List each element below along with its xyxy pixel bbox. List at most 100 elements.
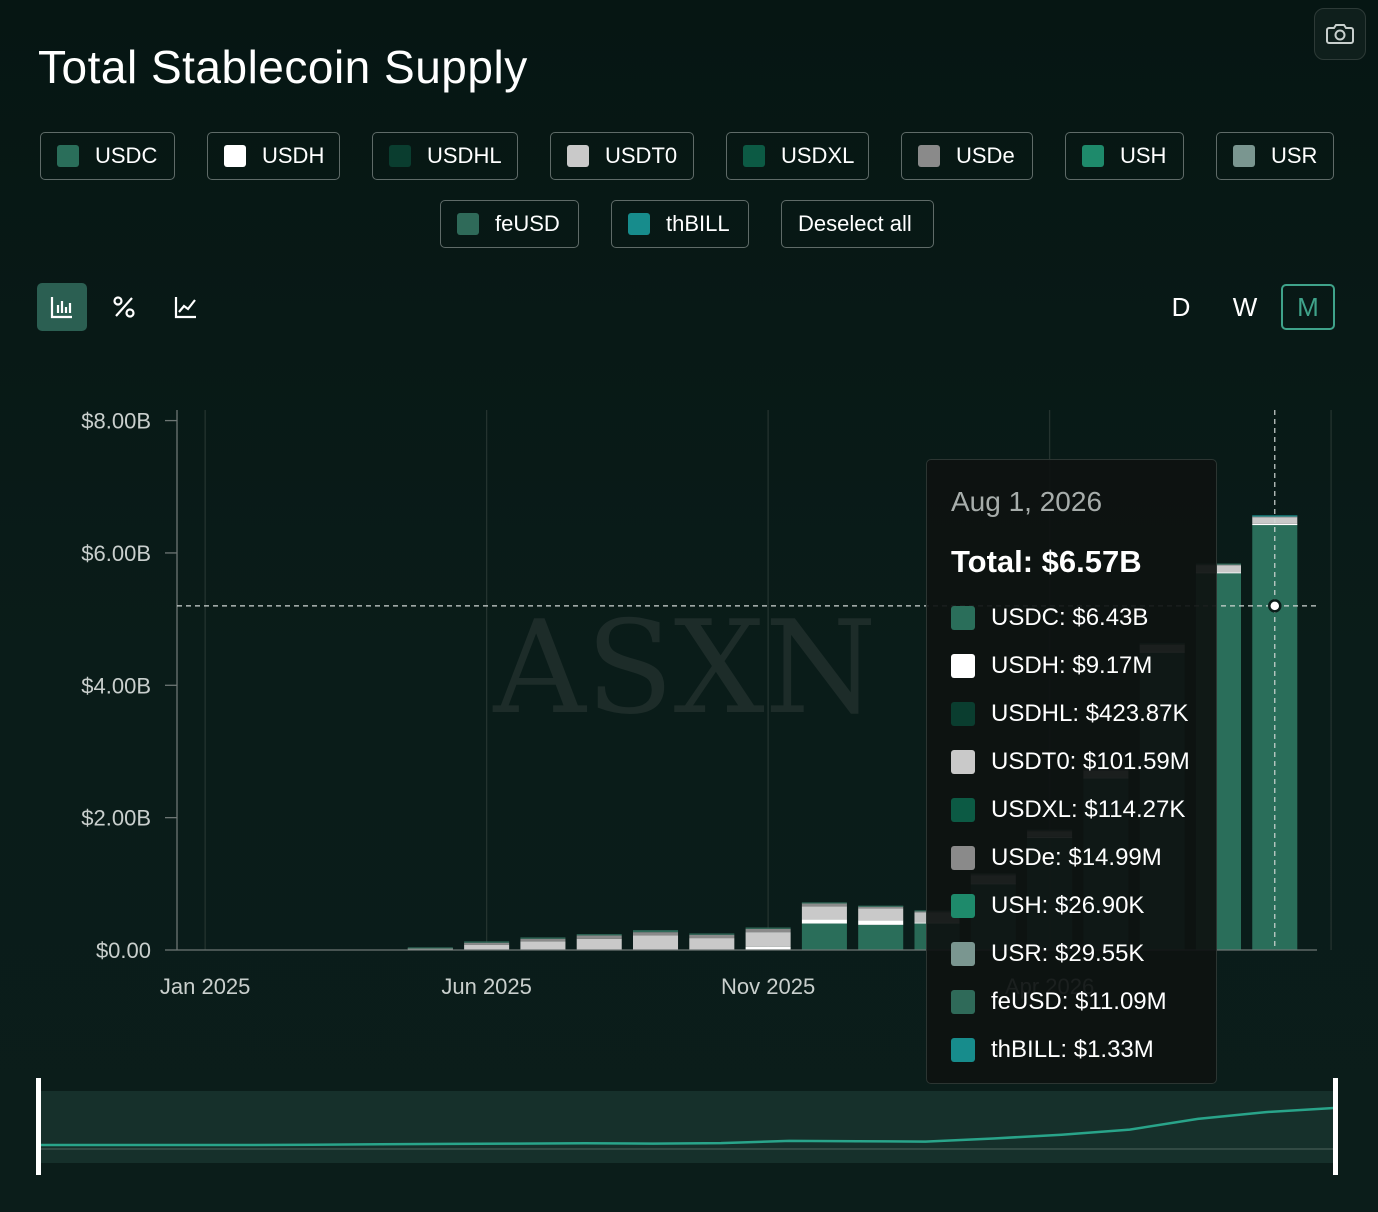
- bar-segment-feusd: [407, 947, 453, 949]
- tooltip-date: Aug 1, 2026: [951, 486, 1103, 517]
- tooltip-swatch: [951, 606, 975, 630]
- legend-label: USDH: [262, 143, 325, 168]
- bar-segment-usdc: [801, 923, 847, 950]
- bar-segment-usdh: [858, 920, 904, 925]
- tooltip-row: feUSD: $11.09M: [951, 988, 1167, 1016]
- legend-label: USR: [1271, 143, 1318, 168]
- bar-segment-feusd: [689, 933, 735, 935]
- line-chart-icon: [174, 297, 196, 319]
- y-tick-label: $0.00: [96, 938, 151, 963]
- tooltip-row-text: USDe: $14.99M: [991, 844, 1162, 871]
- deselect-all-button[interactable]: Deselect all: [781, 200, 934, 248]
- tooltip-swatch: [951, 990, 975, 1014]
- tooltip-row: USDe: $14.99M: [951, 844, 1162, 872]
- legend-swatch: [224, 145, 246, 167]
- bar-segment-usde: [520, 938, 566, 942]
- tooltip-row: USH: $26.90K: [951, 892, 1144, 920]
- tooltip-row: thBILL: $1.33M: [951, 1036, 1154, 1064]
- tooltip-swatch: [951, 1038, 975, 1062]
- legend-item-usdxl[interactable]: USDXL: [726, 132, 869, 180]
- bar-segment-feusd: [858, 905, 904, 907]
- period-week-button[interactable]: W: [1232, 291, 1258, 322]
- bar-segment-usde: [801, 903, 847, 907]
- legend-item-usdhl[interactable]: USDHL: [372, 132, 518, 180]
- legend-label: feUSD: [495, 211, 560, 236]
- legend-item-usdt0[interactable]: USDT0: [550, 132, 694, 180]
- legend-label: USDC: [95, 143, 158, 168]
- tooltip-row-text: USH: $26.90K: [991, 892, 1145, 919]
- legend-item-usr[interactable]: USR: [1216, 132, 1334, 180]
- tooltip-row: USDT0: $101.59M: [951, 748, 1190, 776]
- tooltip-total: Total: $6.57B: [951, 544, 1142, 579]
- bar-segment-usdt0: [801, 906, 847, 920]
- tooltip-swatch: [951, 798, 975, 822]
- tooltip-row: USDH: $9.17M: [951, 652, 1152, 680]
- navigator-background: [40, 1091, 1334, 1163]
- navigator-left-handle[interactable]: [36, 1078, 41, 1175]
- range-navigator[interactable]: [36, 1078, 1338, 1176]
- camera-icon: [1326, 24, 1354, 44]
- navigator-series-line: [40, 1106, 1335, 1147]
- bar-segment-usde: [1195, 564, 1241, 566]
- bar-segment-usde: [576, 935, 622, 939]
- y-tick-label: $2.00B: [81, 806, 151, 831]
- crosshair-marker: [1268, 599, 1282, 613]
- legend-swatch: [1233, 145, 1255, 167]
- bar-segment-usdt0: [745, 932, 791, 947]
- bar-segment-usdt0: [858, 908, 904, 921]
- screenshot-button[interactable]: [1314, 8, 1366, 60]
- bar-chart-mode-button[interactable]: [37, 283, 87, 331]
- bar-segment-usdh: [801, 919, 847, 924]
- bar-segment-usdt0: [1195, 565, 1241, 573]
- bar-segment-usde: [745, 928, 791, 933]
- period-day-button[interactable]: D: [1171, 291, 1191, 322]
- legend-item-feusd[interactable]: feUSD: [440, 200, 579, 248]
- tooltip-row-text: thBILL: $1.33M: [991, 1036, 1154, 1063]
- tooltip-swatch: [951, 942, 975, 966]
- tooltip-row-text: USDH: $9.17M: [991, 652, 1153, 679]
- bar-segment-thbill: [1252, 515, 1298, 517]
- period-month-button[interactable]: M: [1281, 284, 1335, 330]
- tooltip: Aug 1, 2026 Total: $6.57B USDC: $6.43B U…: [926, 459, 1217, 1084]
- tooltip-swatch: [951, 894, 975, 918]
- bar-segment-usdh: [1252, 523, 1298, 526]
- legend-swatch: [918, 145, 940, 167]
- navigator-right-handle[interactable]: [1333, 1078, 1338, 1175]
- legend-item-usdc[interactable]: USDC: [40, 132, 175, 180]
- percent-mode-button[interactable]: [99, 283, 149, 331]
- bar-segment-usde: [633, 932, 679, 936]
- legend-label: USDe: [956, 143, 1015, 168]
- tooltip-row-text: feUSD: $11.09M: [991, 988, 1167, 1015]
- bar-segment-usde: [689, 934, 735, 939]
- bar-segment-usdt0: [633, 935, 679, 950]
- tooltip-row: USR: $29.55K: [951, 940, 1144, 968]
- legend-item-usde[interactable]: USDe: [901, 132, 1033, 180]
- tooltip-row-text: USDHL: $423.87K: [991, 700, 1189, 727]
- percent-icon: [113, 296, 135, 318]
- legend-swatch: [743, 145, 765, 167]
- legend-item-ush[interactable]: USH: [1065, 132, 1184, 180]
- legend-label: USH: [1120, 143, 1167, 168]
- bar-segment-feusd: [1195, 563, 1241, 565]
- legend-label: thBILL: [666, 211, 730, 236]
- deselect-all-label: Deselect all: [798, 211, 912, 236]
- tooltip-row: USDHL: $423.87K: [951, 700, 1188, 728]
- line-chart-mode-button[interactable]: [161, 283, 211, 331]
- legend-item-usdh[interactable]: USDH: [207, 132, 340, 180]
- legend-item-thbill[interactable]: thBILL: [611, 200, 749, 248]
- legend-swatch: [567, 145, 589, 167]
- legend-swatch: [628, 213, 650, 235]
- bar-segment-feusd: [633, 930, 679, 933]
- bar-segment-usdt0: [464, 944, 510, 950]
- bar-chart-icon: [50, 297, 72, 319]
- y-tick-label: $8.00B: [81, 409, 151, 434]
- tooltip-swatch: [951, 702, 975, 726]
- tooltip-row-text: USDXL: $114.27K: [991, 796, 1186, 823]
- bar-segment-feusd: [745, 927, 791, 929]
- bar-segment-usdc: [858, 924, 904, 950]
- tooltip-row-text: USDC: $6.43B: [991, 604, 1149, 631]
- bar-segment-usdt0: [576, 938, 622, 950]
- x-tick-label: Jun 2025: [441, 974, 532, 999]
- page-title: Total Stablecoin Supply: [38, 41, 528, 93]
- bar-segment-usdt0: [520, 941, 566, 950]
